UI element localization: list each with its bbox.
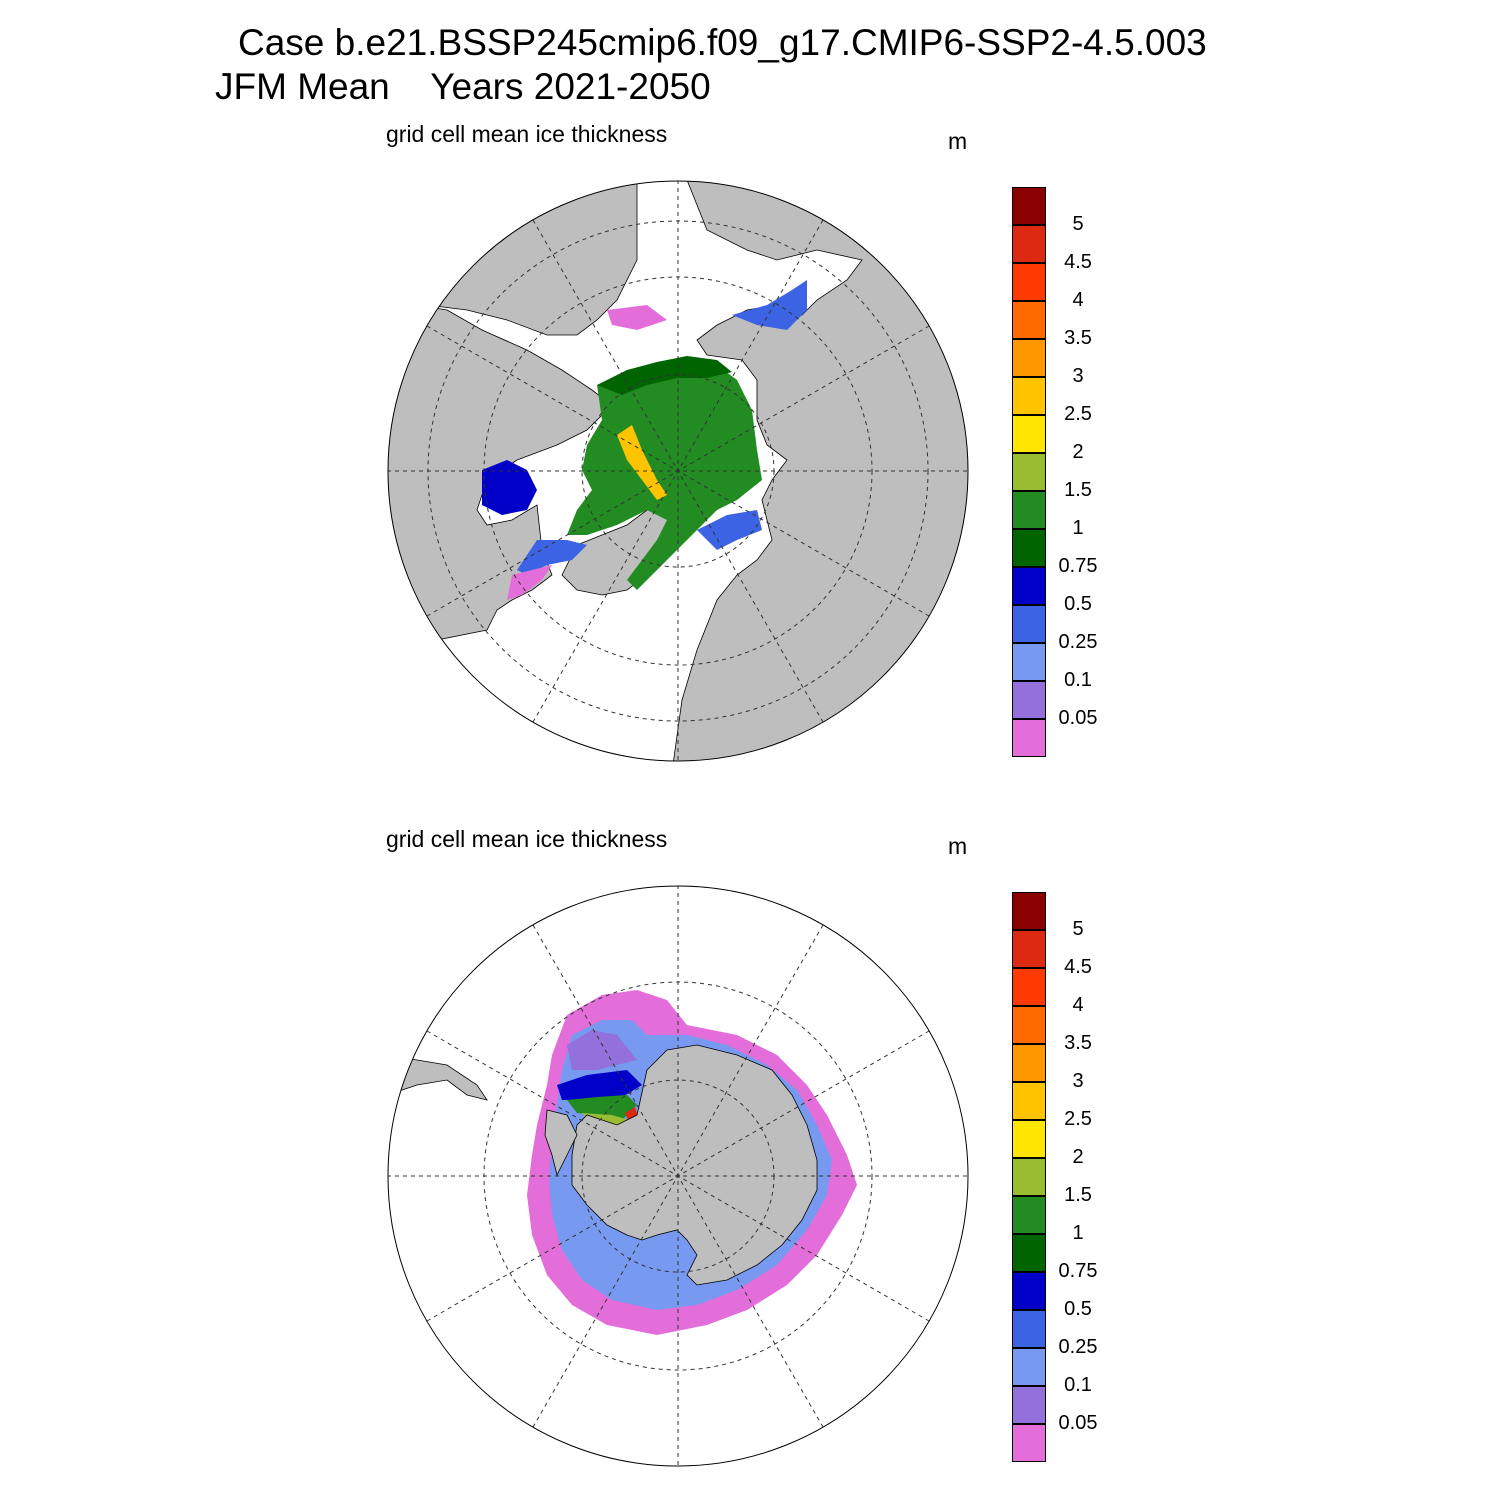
colorbar-swatch [1012,415,1046,453]
colorbar-swatch [1012,1158,1046,1196]
panel-south-units: m [948,833,968,859]
colorbar-tick-label: 0.25 [1058,631,1098,653]
colorbar-tick-label: 1 [1072,1222,1084,1244]
colorbar-tick-label: 4 [1072,994,1084,1016]
land-antarctica [571,1044,818,1286]
colorbar-tick-label: 0.5 [1064,593,1092,615]
colorbar-tick-label: 4 [1072,289,1084,311]
colorbar-swatch [1012,1310,1046,1348]
figure-title-case: Case b.e21.BSSP245cmip6.f09_g17.CMIP6-SS… [238,22,1207,63]
colorbar-tick-label: 3.5 [1064,327,1092,349]
colorbar-tick-label: 4.5 [1064,956,1092,978]
colorbar-tick-label: 2 [1072,1146,1084,1168]
arctic-ice-pink-edge [507,565,552,600]
arctic-ice-okhotsk [732,280,807,330]
colorbar-tick-label: 0.5 [1064,1298,1092,1320]
colorbar-swatch [1012,605,1046,643]
colorbar-tick-label: 3 [1072,1070,1084,1092]
land-north-america [388,299,613,651]
figure-title-period: JFM Mean Years 2021-2050 [215,66,711,107]
colorbar-tick-label: 0.75 [1058,555,1098,577]
arctic-ice-thick [617,425,667,500]
colorbar-swatch [1012,1120,1046,1158]
colorbar-tick-label: 4.5 [1064,251,1092,273]
arctic-ice-hudson [482,460,537,515]
arctic-ice-darkgreen-rim [597,356,732,395]
colorbar-swatch [1012,968,1046,1006]
arctic-ice-bering-pink [607,305,667,330]
panel-south-subtitle: grid cell mean ice thickness [386,826,668,852]
arctic-ice-thin-edge [517,540,587,575]
colorbar-swatch [1012,719,1046,757]
colorbar-swatch [1012,453,1046,491]
colorbar-swatch [1012,187,1046,225]
colorbar-swatch [1012,339,1046,377]
antarctic-ice-purple [567,1030,637,1070]
colorbar-swatch [1012,1272,1046,1310]
colorbar-tick-label: 5 [1072,213,1084,235]
colorbar-tick-label: 3.5 [1064,1032,1092,1054]
colorbar-swatch [1012,930,1046,968]
colorbar-swatch [1012,1424,1046,1462]
colorbar-swatch [1012,1386,1046,1424]
colorbar-swatch [1012,1006,1046,1044]
colorbar-swatch [1012,491,1046,529]
land-alaska [388,181,638,336]
colorbar-swatch [1012,567,1046,605]
colorbar-swatch [1012,1196,1046,1234]
colorbar-swatch [1012,1044,1046,1082]
colorbar-swatch [1012,263,1046,301]
colorbar-tick-label: 2.5 [1064,403,1092,425]
colorbar-swatch [1012,1348,1046,1386]
land-eurasia [671,181,968,761]
colorbar-tick-label: 0.1 [1064,669,1092,691]
colorbar-swatch [1012,643,1046,681]
antarctic-ice-weddell-blue [557,1070,642,1100]
colorbar-tick-label: 0.75 [1058,1260,1098,1282]
antarctic-peninsula [544,1109,578,1177]
panel-north-units: m [948,128,968,154]
colorbar-tick-label: 1.5 [1064,479,1092,501]
colorbar-tick-label: 0.25 [1058,1336,1098,1358]
colorbar-tick-label: 2.5 [1064,1108,1092,1130]
colorbar-tick-label: 0.05 [1058,707,1098,729]
land-south-america [388,1054,488,1101]
colorbar-swatch [1012,225,1046,263]
colorbar-tick-label: 0.1 [1064,1374,1092,1396]
colorbar-tick-label: 1.5 [1064,1184,1092,1206]
colorbar-tick-label: 5 [1072,918,1084,940]
colorbar-tick-label: 3 [1072,365,1084,387]
colorbar-swatch [1012,1082,1046,1120]
colorbar-swatch [1012,377,1046,415]
colorbar-swatch [1012,301,1046,339]
panel-north-subtitle: grid cell mean ice thickness [386,121,668,147]
colorbar-tick-label: 1 [1072,517,1084,539]
arctic-polar-map [387,180,969,762]
antarctic-polar-map [387,885,969,1467]
colorbar-swatch [1012,529,1046,567]
colorbar-swatch [1012,892,1046,930]
colorbar-swatch [1012,1234,1046,1272]
colorbar-tick-label: 2 [1072,441,1084,463]
colorbar-swatch [1012,681,1046,719]
colorbar-tick-label: 0.05 [1058,1412,1098,1434]
arctic-ice-barents [697,510,762,550]
arctic-ice-green [567,360,762,590]
